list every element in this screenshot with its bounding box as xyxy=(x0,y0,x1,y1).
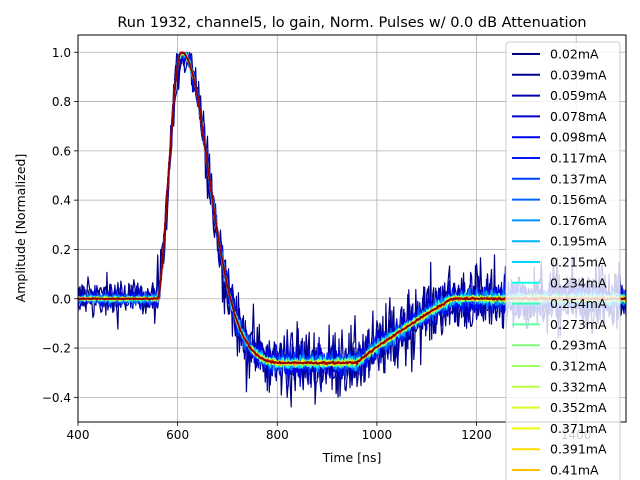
y-tick-label: 0.2 xyxy=(52,243,71,257)
chart-title: Run 1932, channel5, lo gain, Norm. Pulse… xyxy=(117,15,586,31)
legend-entry: 0.312mA xyxy=(550,359,607,374)
legend-entry: 0.059mA xyxy=(550,88,607,103)
legend-entry: 0.156mA xyxy=(550,192,607,207)
y-tick-label: −0.2 xyxy=(42,342,71,356)
x-tick-label: 400 xyxy=(67,428,90,442)
x-tick-label: 1200 xyxy=(461,428,492,442)
legend-entry: 0.039mA xyxy=(550,67,607,82)
legend-entry: 0.371mA xyxy=(550,421,607,436)
legend-entry: 0.254mA xyxy=(550,296,607,311)
legend-entry: 0.176mA xyxy=(550,213,607,228)
x-axis-label: Time [ns] xyxy=(322,450,382,465)
legend-entry: 0.117mA xyxy=(550,151,607,166)
y-tick-label: −0.4 xyxy=(42,391,71,405)
legend-entry: 0.078mA xyxy=(550,109,607,124)
x-tick-label: 1000 xyxy=(362,428,393,442)
legend-entry: 0.273mA xyxy=(550,317,607,332)
legend-entry: 0.098mA xyxy=(550,130,607,145)
legend-entry: 0.137mA xyxy=(550,171,607,186)
legend-entry: 0.02mA xyxy=(550,47,599,62)
y-axis-ticks: −0.4 −0.2 0.0 0.2 0.4 0.6 0.8 1.0 xyxy=(42,46,78,405)
legend-entry: 0.215mA xyxy=(550,255,607,270)
legend: 0.02mA 0.039mA 0.059mA 0.078mA 0.098mA 0.117m… xyxy=(506,42,620,480)
x-tick-label: 600 xyxy=(166,428,189,442)
x-tick-label: 800 xyxy=(266,428,289,442)
legend-entry: 0.41mA xyxy=(550,463,599,478)
y-tick-label: 1.0 xyxy=(52,46,71,60)
y-tick-label: 0.4 xyxy=(52,194,71,208)
legend-entry: 0.293mA xyxy=(550,338,607,353)
legend-entry: 0.234mA xyxy=(550,275,607,290)
y-tick-label: 0.0 xyxy=(52,292,71,306)
legend-entry: 0.332mA xyxy=(550,379,607,394)
y-axis-label: Amplitude [Normalized] xyxy=(13,154,28,303)
legend-entry: 0.195mA xyxy=(550,234,607,249)
legend-entry: 0.352mA xyxy=(550,400,607,415)
y-tick-label: 0.6 xyxy=(52,144,71,158)
legend-entry: 0.391mA xyxy=(550,442,607,457)
y-tick-label: 0.8 xyxy=(52,95,71,109)
